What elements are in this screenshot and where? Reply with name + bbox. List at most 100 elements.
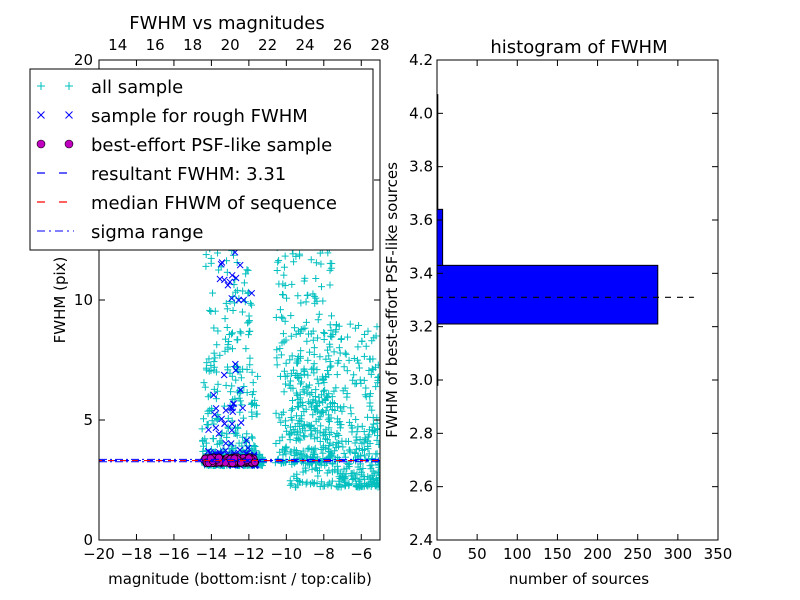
legend-label-sigma-range: sigma range (91, 222, 203, 243)
all-sample-point (326, 321, 334, 329)
all-sample-point (283, 294, 291, 302)
all-sample-point (276, 345, 284, 353)
legend-marker-rough-sample (65, 111, 73, 119)
left-top-tick-label: 24 (296, 36, 315, 54)
all-sample-point (345, 418, 353, 426)
all-sample-point (308, 465, 316, 473)
rough-sample-point (228, 420, 236, 428)
all-sample-point (312, 274, 320, 282)
all-sample-point (317, 422, 325, 430)
all-sample-point (223, 363, 231, 371)
all-sample-point (309, 411, 317, 419)
legend-label-median-fwhm: median FHWM of sequence (91, 193, 337, 214)
all-sample-point (305, 461, 313, 469)
left-y-tick-label: 5 (83, 411, 93, 429)
right-y-tick-label: 3.4 (409, 264, 433, 282)
rough-sample-point (230, 400, 238, 407)
all-sample-point (347, 422, 355, 430)
all-sample-point (297, 299, 305, 307)
all-sample-point (253, 402, 261, 410)
all-sample-point (282, 359, 290, 367)
all-sample-point (361, 330, 369, 338)
all-sample-point (321, 482, 329, 490)
all-sample-point (300, 388, 308, 396)
left-x-tick-label: −12 (233, 545, 265, 563)
all-sample-point (294, 292, 302, 300)
all-sample-point (347, 410, 355, 418)
all-sample-point (304, 384, 312, 392)
all-sample-point (358, 440, 366, 448)
all-sample-point (322, 435, 330, 443)
all-sample-point (210, 358, 218, 366)
left-top-tick-label: 20 (221, 36, 240, 54)
all-sample-point (327, 414, 335, 422)
all-sample-point (280, 263, 288, 271)
right-y-tick-label: 2.6 (409, 478, 433, 496)
rough-sample-point (240, 296, 248, 304)
all-sample-point (333, 321, 341, 329)
legend-marker-rough-sample (37, 111, 45, 119)
right-x-tick-label: 0 (432, 545, 442, 563)
all-sample-point (340, 475, 348, 483)
histogram-bar (436, 208, 444, 266)
left-top-tick-label: 18 (183, 36, 202, 54)
all-sample-point (304, 445, 312, 453)
all-sample-point (288, 429, 296, 437)
all-sample-point (309, 364, 317, 372)
all-sample-point (239, 287, 247, 295)
all-sample-point (326, 452, 334, 460)
all-sample-point (317, 260, 325, 268)
right-axes-frame (436, 59, 719, 541)
all-sample-point (306, 391, 314, 399)
right-x-tick-label: 50 (468, 545, 487, 563)
all-sample-point (293, 369, 301, 377)
all-sample-point (352, 481, 360, 489)
all-sample-point (210, 324, 218, 332)
all-sample-point (248, 434, 256, 442)
all-sample-point (301, 452, 309, 460)
all-sample-point (248, 408, 256, 416)
rough-sample-point (228, 294, 236, 302)
all-sample-point (232, 429, 240, 437)
all-sample-point (302, 318, 310, 326)
all-sample-point (375, 441, 380, 449)
all-sample-point (327, 326, 335, 334)
all-sample-point (304, 356, 312, 364)
all-sample-point (290, 258, 298, 266)
all-sample-point (248, 433, 256, 441)
all-sample-point (324, 249, 332, 257)
all-sample-point (345, 463, 353, 471)
right-y-tick-label: 2.4 (409, 531, 433, 549)
all-sample-point (366, 355, 374, 363)
all-sample-point (281, 252, 289, 260)
all-sample-point (316, 429, 324, 437)
all-sample-point (238, 308, 246, 316)
left-x-tick-label: −10 (271, 545, 303, 563)
rough-sample-point (222, 447, 229, 454)
all-sample-point (297, 325, 305, 333)
all-sample-point (279, 445, 287, 453)
all-sample-point (228, 372, 236, 380)
all-sample-point (344, 333, 352, 341)
all-sample-point (290, 452, 298, 460)
all-sample-point (292, 252, 300, 260)
all-sample-point (288, 480, 296, 488)
all-sample-point (253, 410, 261, 418)
left-y-tick-label: 0 (83, 531, 93, 549)
all-sample-point (293, 470, 301, 478)
all-sample-point (315, 380, 323, 388)
rough-sample-point (231, 360, 239, 368)
all-sample-point (298, 378, 306, 386)
all-sample-point (319, 387, 327, 395)
all-sample-point (279, 314, 287, 322)
legend-marker-psf-sample (64, 139, 74, 149)
left-x-tick-label: −8 (313, 545, 335, 563)
all-sample-point (223, 433, 231, 441)
all-sample-point (299, 468, 307, 476)
all-sample-point (290, 324, 298, 332)
all-sample-point (280, 388, 288, 396)
all-sample-point (310, 344, 318, 352)
rough-sample-point (228, 271, 236, 279)
right-y-tick-label: 3.6 (409, 211, 433, 229)
all-sample-point (211, 354, 219, 362)
